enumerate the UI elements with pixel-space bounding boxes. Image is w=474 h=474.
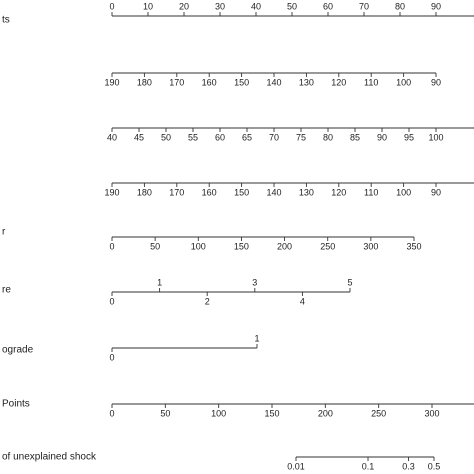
tick-label: 110 — [364, 77, 378, 87]
tick-label: 60 — [215, 132, 225, 142]
tick-label: 10 — [143, 1, 153, 11]
tick-label: 60 — [323, 1, 333, 11]
tick-label: 5 — [347, 277, 352, 287]
tick-label: 65 — [242, 132, 252, 142]
tick-label: 0.5 — [428, 461, 441, 471]
row-label: r — [2, 227, 6, 238]
tick-label: 4 — [300, 296, 305, 306]
tick-label: 50 — [287, 1, 297, 11]
tick-label: 55 — [188, 132, 198, 142]
tick-label: 250 — [371, 408, 386, 418]
tick-label: 0 — [109, 352, 114, 362]
tick-label: 50 — [150, 241, 160, 251]
tick-label: 100 — [191, 241, 206, 251]
tick-label: 300 — [424, 408, 439, 418]
tick-label: 0 — [109, 241, 114, 251]
tick-label: 0 — [109, 1, 114, 11]
tick-label: 2 — [205, 296, 210, 306]
tick-label: 40 — [107, 132, 117, 142]
tick-label: 0 — [109, 296, 114, 306]
tick-label: 100 — [396, 77, 411, 87]
tick-label: 180 — [137, 77, 152, 87]
row-label: of unexplained shock — [2, 452, 97, 463]
tick-label: 50 — [161, 132, 171, 142]
tick-label: 160 — [202, 77, 217, 87]
tick-label: 350 — [406, 241, 421, 251]
tick-label: 90 — [431, 187, 441, 197]
tick-label: 190 — [104, 187, 119, 197]
tick-label: 150 — [234, 187, 249, 197]
tick-label: 1 — [157, 277, 162, 287]
tick-label: 180 — [137, 187, 152, 197]
row-label: ograde — [2, 345, 34, 356]
tick-label: 200 — [318, 408, 333, 418]
tick-label: 190 — [104, 77, 119, 87]
tick-label: 130 — [299, 187, 314, 197]
tick-label: 80 — [323, 132, 333, 142]
tick-label: 90 — [431, 1, 441, 11]
tick-label: 45 — [134, 132, 144, 142]
tick-label: 120 — [331, 77, 346, 87]
tick-label: 140 — [266, 187, 281, 197]
tick-label: 70 — [359, 1, 369, 11]
row-label: re — [2, 285, 11, 296]
tick-label: 20 — [179, 1, 189, 11]
tick-label: 100 — [211, 408, 226, 418]
tick-label: 160 — [202, 187, 217, 197]
tick-label: 150 — [234, 241, 249, 251]
tick-label: 90 — [377, 132, 387, 142]
tick-label: 75 — [296, 132, 306, 142]
tick-label: 170 — [169, 187, 184, 197]
tick-label: 150 — [264, 408, 279, 418]
tick-label: 95 — [404, 132, 414, 142]
tick-label: 80 — [395, 1, 405, 11]
tick-label: 130 — [299, 77, 314, 87]
tick-label: 250 — [320, 241, 335, 251]
tick-label: 120 — [331, 187, 346, 197]
tick-label: 30 — [215, 1, 225, 11]
tick-label: 40 — [251, 1, 261, 11]
tick-label: 0.3 — [402, 461, 415, 471]
tick-label: 90 — [431, 77, 441, 87]
tick-label: 100 — [428, 132, 443, 142]
tick-label: 100 — [396, 187, 411, 197]
tick-label: 0.1 — [362, 461, 375, 471]
tick-label: 3 — [252, 277, 257, 287]
tick-label: 70 — [269, 132, 279, 142]
tick-label: 110 — [364, 187, 378, 197]
tick-label: 200 — [277, 241, 292, 251]
tick-label: 300 — [363, 241, 378, 251]
tick-label: 50 — [160, 408, 170, 418]
tick-label: 170 — [169, 77, 184, 87]
tick-label: 0 — [109, 408, 114, 418]
tick-label: 85 — [350, 132, 360, 142]
row-label: Points — [2, 399, 30, 410]
tick-label: 0.01 — [287, 461, 305, 471]
tick-label: 140 — [266, 77, 281, 87]
tick-label: 1 — [254, 333, 259, 343]
tick-label: 150 — [234, 77, 249, 87]
row-label: ts — [2, 15, 10, 26]
